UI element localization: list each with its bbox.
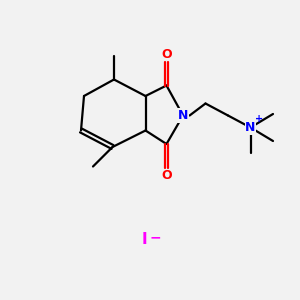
- Text: O: O: [161, 169, 172, 182]
- Text: N: N: [245, 121, 256, 134]
- Text: N: N: [178, 109, 188, 122]
- Text: I: I: [141, 232, 147, 247]
- Text: O: O: [161, 47, 172, 61]
- Text: +: +: [255, 113, 264, 124]
- Text: −: −: [150, 230, 161, 244]
